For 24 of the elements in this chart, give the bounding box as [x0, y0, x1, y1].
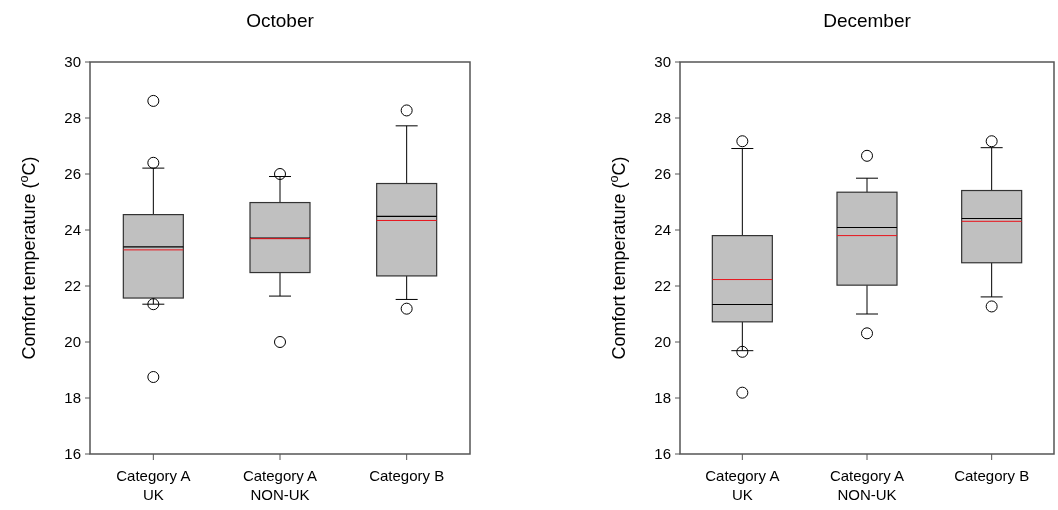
y-tick-label: 18 — [654, 389, 671, 407]
x-tick-label: Category A UK — [116, 467, 191, 503]
y-tick-label: 28 — [654, 109, 671, 127]
x-tick-label: Category A UK — [705, 467, 780, 503]
x-tick-label: Category B — [954, 467, 1030, 484]
chart-title: October — [246, 10, 315, 31]
y-tick-label: 30 — [654, 53, 671, 71]
y-tick-label: 20 — [64, 333, 81, 351]
chart-title: December — [823, 10, 912, 31]
y-tick-label: 26 — [654, 165, 671, 183]
y-tick-label: 20 — [654, 333, 671, 351]
y-tick-label: 24 — [654, 221, 671, 239]
x-tick-label: Category A NON-UK — [242, 467, 318, 503]
x-tick-label: Category A NON-UK — [829, 467, 905, 503]
y-tick-label: 22 — [64, 277, 81, 295]
y-tick-label: 16 — [654, 445, 671, 463]
y-tick-label: 18 — [64, 389, 81, 407]
x-tick-label: Category B — [369, 467, 445, 484]
y-tick-label: 26 — [64, 165, 81, 183]
y-tick-label: 24 — [64, 221, 81, 239]
y-tick-label: 30 — [64, 53, 81, 71]
y-tick-label: 16 — [64, 445, 81, 463]
y-tick-label: 22 — [654, 277, 671, 295]
y-tick-label: 28 — [64, 109, 81, 127]
